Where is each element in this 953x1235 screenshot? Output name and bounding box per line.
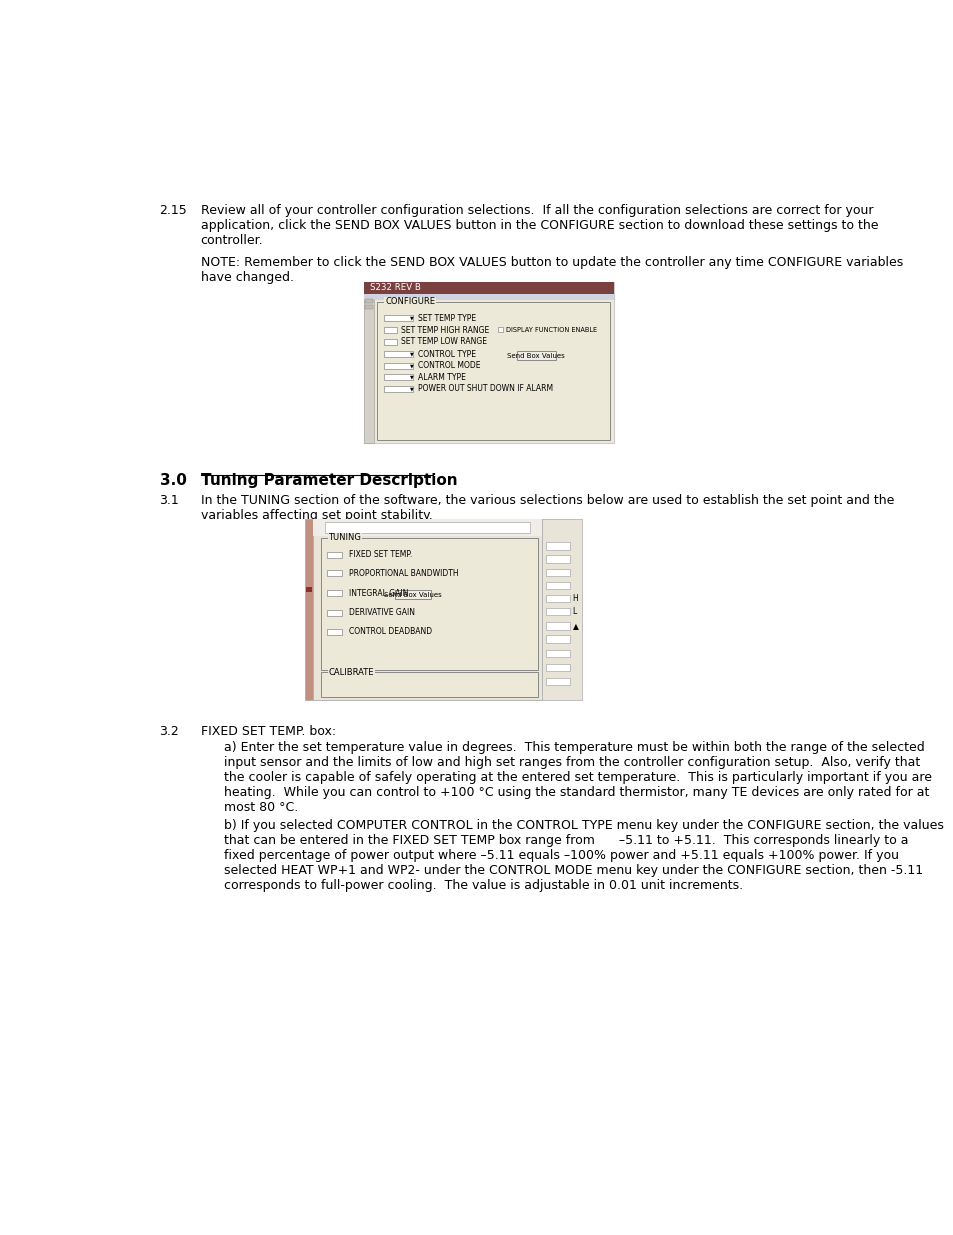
Bar [364,282,613,443]
Text: H: H [572,594,578,603]
Text: fixed percentage of power output where –5.11 equals –100% power and +5.11 equals: fixed percentage of power output where –… [224,850,898,862]
Text: the cooler is capable of safely operating at the entered set temperature.  This : the cooler is capable of safely operatin… [224,772,931,784]
Text: most 80 °C.: most 80 °C. [224,802,297,814]
Text: PROPORTIONAL BANDWIDTH: PROPORTIONAL BANDWIDTH [348,569,457,578]
Text: variables affecting set point stability.: variables affecting set point stability. [200,510,432,522]
Text: SET TEMP HIGH RANGE: SET TEMP HIGH RANGE [401,326,489,335]
Text: DISPLAY FUNCTION ENABLE: DISPLAY FUNCTION ENABLE [506,326,597,332]
Bar [365,305,373,310]
Text: ▼: ▼ [410,316,414,321]
Text: ▲: ▲ [572,621,578,631]
Bar [545,556,570,563]
Text: L: L [572,606,577,616]
Text: ALARM TYPE: ALARM TYPE [417,373,465,382]
Bar [364,282,613,294]
Bar [327,552,342,558]
Text: CONTROL MODE: CONTROL MODE [417,362,479,370]
Bar [545,542,570,550]
Bar [365,299,373,304]
Bar [545,664,570,672]
Bar [545,650,570,657]
Text: have changed.: have changed. [200,272,294,284]
Text: ▼: ▼ [410,363,414,368]
Text: CONFIGURE: CONFIGURE [385,298,435,306]
Text: ▼: ▼ [410,352,414,357]
Text: b) If you selected COMPUTER CONTROL in the CONTROL TYPE menu key under the CONFI: b) If you selected COMPUTER CONTROL in t… [224,819,943,832]
Text: SET TEMP LOW RANGE: SET TEMP LOW RANGE [401,337,487,346]
Text: selected HEAT WP+1 and WP2- under the CONTROL MODE menu key under the CONFIGURE : selected HEAT WP+1 and WP2- under the CO… [224,864,923,877]
Bar [364,300,613,443]
Bar [545,568,570,576]
Text: FIXED SET TEMP. box:: FIXED SET TEMP. box: [200,725,335,737]
Bar [383,374,413,380]
Bar [327,629,342,635]
Bar [364,300,374,443]
Bar [364,294,613,300]
Text: INTEGRAL GAIN: INTEGRAL GAIN [348,589,408,598]
Bar [313,519,541,700]
Text: Tuning Parameter Description: Tuning Parameter Description [200,473,456,488]
Bar [497,327,503,332]
Text: CONTROL DEADBAND: CONTROL DEADBAND [348,627,432,636]
Text: NOTE: Remember to click the SEND BOX VALUES button to update the controller any : NOTE: Remember to click the SEND BOX VAL… [200,256,902,269]
Bar [395,590,431,599]
Bar [545,678,570,685]
Bar [545,636,570,642]
Text: 2.15: 2.15 [159,204,187,216]
Text: S232 REV B: S232 REV B [369,283,420,293]
Text: TUNING: TUNING [328,534,361,542]
Text: ▼: ▼ [410,387,414,391]
Text: CALIBRATE: CALIBRATE [328,668,374,677]
Text: a) Enter the set temperature value in degrees.  This temperature must be within : a) Enter the set temperature value in de… [224,741,923,755]
Text: SET TEMP TYPE: SET TEMP TYPE [417,314,476,322]
Bar [327,571,342,577]
Bar [383,338,396,345]
Text: Send Box Values: Send Box Values [507,353,564,358]
Bar [383,385,413,391]
Bar [324,522,530,534]
Bar [545,622,570,630]
Bar [383,351,413,357]
Text: POWER OUT SHUT DOWN IF ALARM: POWER OUT SHUT DOWN IF ALARM [417,384,552,394]
Text: 3.0: 3.0 [159,473,186,488]
Bar [320,537,537,671]
Bar [383,363,413,369]
Bar [383,315,413,321]
Bar [320,672,537,697]
Bar [383,327,396,333]
Text: corresponds to full-power cooling.  The value is adjustable in 0.01 unit increme: corresponds to full-power cooling. The v… [224,879,742,893]
Bar [545,595,570,601]
Bar [545,582,570,589]
Text: input sensor and the limits of low and high set ranges from the controller confi: input sensor and the limits of low and h… [224,756,919,769]
Bar [541,519,581,700]
Text: 3.1: 3.1 [159,494,179,508]
Text: Send Box Values: Send Box Values [384,592,441,598]
Text: FIXED SET TEMP.: FIXED SET TEMP. [348,551,412,559]
Bar [377,301,609,441]
Bar [313,519,541,536]
Text: heating.  While you can control to +100 °C using the standard thermistor, many T: heating. While you can control to +100 °… [224,787,928,799]
Bar [327,610,342,615]
Text: CONTROL TYPE: CONTROL TYPE [417,350,476,358]
Bar [545,608,570,615]
Bar [305,519,313,700]
Bar [517,351,555,361]
Text: DERIVATIVE GAIN: DERIVATIVE GAIN [348,608,415,618]
Text: In the TUNING section of the software, the various selections below are used to : In the TUNING section of the software, t… [200,494,893,508]
Bar [327,590,342,597]
Bar [306,587,312,592]
Text: controller.: controller. [200,233,263,247]
Text: 3.2: 3.2 [159,725,179,737]
Text: application, click the SEND BOX VALUES button in the CONFIGURE section to downlo: application, click the SEND BOX VALUES b… [200,219,877,232]
Text: Review all of your controller configuration selections.  If all the configuratio: Review all of your controller configurat… [200,204,872,216]
Text: that can be entered in the FIXED SET TEMP box range from      –5.11 to +5.11.  T: that can be entered in the FIXED SET TEM… [224,835,907,847]
Text: ▼: ▼ [410,375,414,380]
